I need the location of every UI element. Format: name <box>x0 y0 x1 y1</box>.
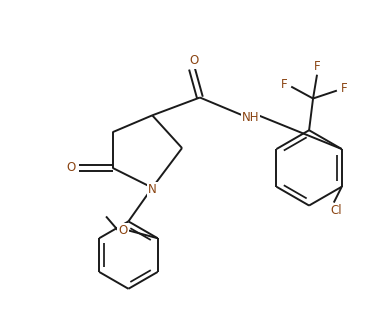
Text: O: O <box>189 54 199 67</box>
Text: O: O <box>66 161 76 174</box>
Text: N: N <box>148 183 157 196</box>
Text: O: O <box>118 224 128 237</box>
Text: F: F <box>314 60 321 73</box>
Text: F: F <box>281 78 288 91</box>
Text: Cl: Cl <box>330 204 341 217</box>
Text: NH: NH <box>242 111 259 124</box>
Text: F: F <box>340 82 347 95</box>
